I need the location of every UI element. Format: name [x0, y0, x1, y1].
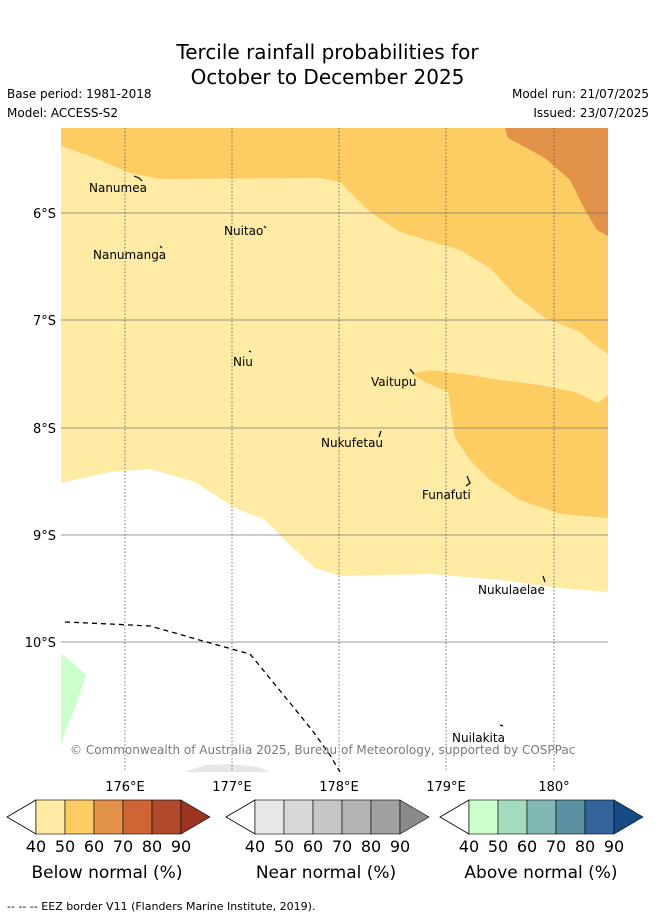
- lat-label-7s: 7°S: [33, 314, 56, 329]
- label-nanumea: Nanumea: [89, 181, 147, 195]
- map-title: Tercile rainfall probabilities for Octob…: [0, 40, 655, 90]
- colorbar-above-over-triangle: [613, 799, 644, 835]
- colorbar-near-segment: [341, 799, 372, 835]
- lat-label-10s: 10°S: [25, 636, 56, 651]
- colorbar-above-tick: 70: [546, 837, 566, 855]
- colorbar-near-segment: [283, 799, 314, 835]
- colorbar-near-tick: 40: [245, 837, 265, 855]
- lat-label-6s: 6°S: [33, 207, 56, 222]
- colorbar-near-segment: [370, 799, 401, 835]
- grid-lines: [61, 212, 608, 643]
- colorbar-above-segment: [468, 799, 499, 835]
- label-funafuti: Funafuti: [422, 488, 471, 502]
- model-run: Model run: 21/07/2025: [511, 87, 649, 101]
- colorbar-below-segment: [151, 799, 182, 835]
- colorbar-below: 40 50 60 70 80 90: [6, 799, 211, 855]
- colorbar-above-tick: 40: [459, 837, 479, 855]
- colorbar-below-segment: [122, 799, 153, 835]
- title-line-1: Tercile rainfall probabilities for: [176, 40, 479, 64]
- colorbar-above-tick: 90: [604, 837, 624, 855]
- label-nuitao: Nuitao: [224, 224, 263, 238]
- island-funafuti: [465, 475, 471, 487]
- colorbar-above: 40 50 60 70 80 90: [439, 799, 644, 855]
- colorbar-label-above: Above normal (%): [464, 863, 618, 883]
- colorbar-below-tick: 70: [113, 837, 133, 855]
- island-nuitao: [263, 225, 267, 229]
- island-vaitupu: [409, 368, 415, 375]
- colorbar-below-tick: 60: [84, 837, 104, 855]
- colorbar-below-tick: 50: [55, 837, 75, 855]
- lon-label-178e: 178°E: [319, 780, 359, 795]
- lon-label-177e: 177°E: [212, 780, 252, 795]
- label-nuilakita: Nuilakita: [452, 731, 505, 745]
- label-niu: Niu: [233, 355, 253, 369]
- rainfall-map: Nanumea Nuitao Nanumanga Niu Vaitupu Nuk…: [25, 128, 608, 795]
- title-line-2: October to December 2025: [190, 65, 465, 89]
- colorbar-above-tick: 60: [517, 837, 537, 855]
- colorbar-label-below: Below normal (%): [31, 863, 183, 883]
- island-nanumanga: [159, 245, 163, 249]
- colorbar-above-tick: 50: [488, 837, 508, 855]
- colorbar-below-tick: 80: [142, 837, 162, 855]
- colorbar-below-segment: [93, 799, 124, 835]
- colorbar-strip: 40 50 60 70 80 90 40 50 60 70 80 90 40 50 60 70 80 90: [6, 799, 644, 855]
- label-nukulaelae: Nukulaelae: [478, 583, 545, 597]
- lon-label-180: 180°: [538, 780, 569, 795]
- colorbar-label-near: Near normal (%): [255, 863, 397, 883]
- base-period: Base period: 1981-2018: [7, 87, 152, 101]
- colorbar-above-tick: 80: [575, 837, 595, 855]
- island-nukufetau: [378, 430, 382, 438]
- below-normal-50-60-east: [412, 370, 608, 518]
- island-shapes: [133, 175, 546, 727]
- issued-date: Issued: 23/07/2025: [533, 106, 649, 120]
- island-niu: [248, 350, 252, 353]
- island-nukulaelae: [542, 575, 546, 583]
- island-nanumea: [133, 175, 143, 182]
- lon-label-179e: 179°E: [426, 780, 466, 795]
- colorbar-near-tick: 70: [332, 837, 352, 855]
- colorbar-near-tick: 60: [303, 837, 323, 855]
- colorbar-near-tick: 80: [361, 837, 381, 855]
- colorbar-below-segment: [64, 799, 95, 835]
- colorbar-below-under-triangle: [6, 799, 37, 835]
- island-nuilakita: [499, 724, 504, 727]
- colorbar-near-tick: 90: [390, 837, 410, 855]
- colorbar-above-segment: [497, 799, 528, 835]
- colorbar-below-tick: 90: [171, 837, 191, 855]
- lat-label-9s: 9°S: [33, 529, 56, 544]
- below-normal-50-60-north: [61, 128, 608, 354]
- label-nanumanga: Nanumanga: [93, 248, 166, 262]
- label-nukufetau: Nukufetau: [321, 436, 383, 450]
- colorbar-below-over-triangle: [180, 799, 211, 835]
- eez-footer-note: -- -- -- EEZ border V11 (Flanders Marine…: [7, 900, 316, 913]
- colorbar-near-tick: 50: [274, 837, 294, 855]
- colorbar-near-over-triangle: [399, 799, 430, 835]
- colorbar-above-segment: [555, 799, 586, 835]
- colorbar-above-segment: [584, 799, 615, 835]
- lon-label-176e: 176°E: [105, 780, 145, 795]
- colorbar-near-segment: [312, 799, 343, 835]
- colorbar-near-segment: [254, 799, 285, 835]
- colorbar-below-segment: [35, 799, 66, 835]
- above-normal-40-50-region: [61, 654, 86, 745]
- colorbar-near-under-triangle: [225, 799, 256, 835]
- lat-label-8s: 8°S: [33, 422, 56, 437]
- below-normal-60-70-region: [505, 128, 608, 236]
- colorbar-below-tick: 40: [26, 837, 46, 855]
- meridian-lines: [124, 128, 555, 772]
- colorbar-above-segment: [526, 799, 557, 835]
- colorbar-near: 40 50 60 70 80 90: [225, 799, 430, 855]
- near-normal-40-50-region: [185, 764, 270, 772]
- eez-border: [64, 621, 341, 772]
- label-vaitupu: Vaitupu: [371, 375, 417, 389]
- colorbar-above-under-triangle: [439, 799, 470, 835]
- copyright-notice: © Commonwealth of Australia 2025, Bureau…: [70, 743, 575, 757]
- model-name: Model: ACCESS-S2: [7, 106, 119, 120]
